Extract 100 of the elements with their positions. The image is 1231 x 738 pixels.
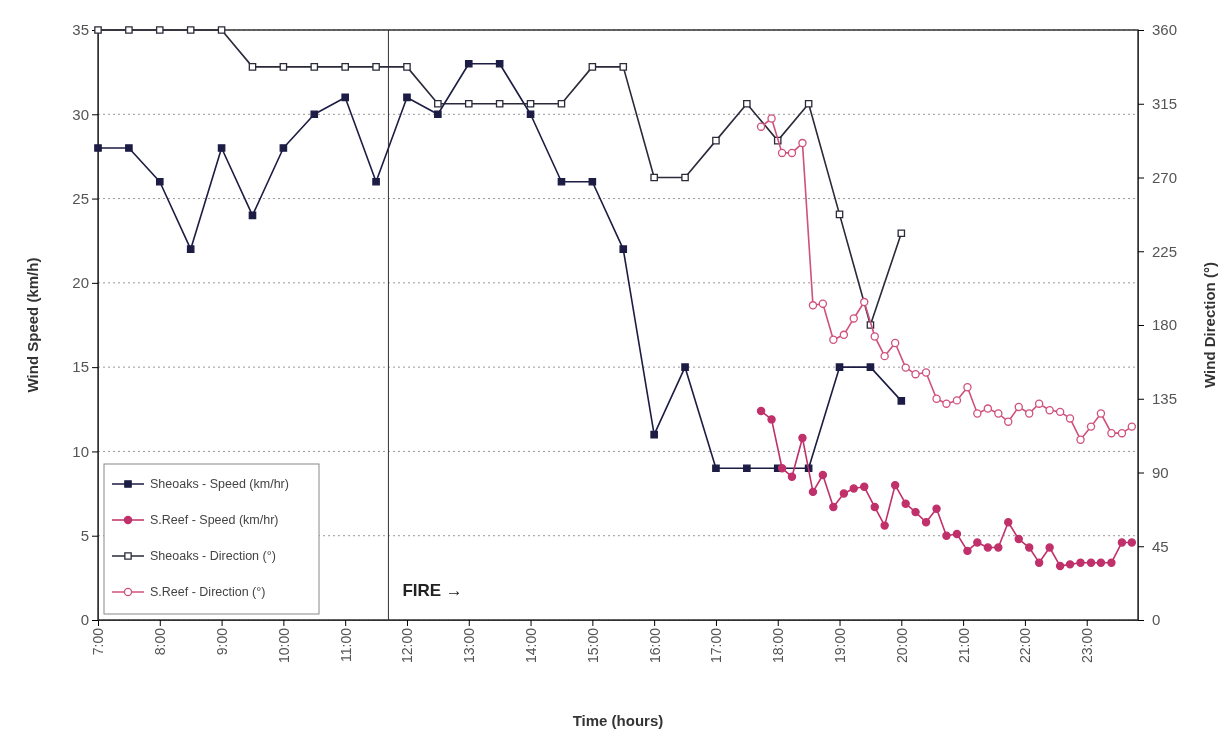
point bbox=[921, 518, 931, 527]
point bbox=[341, 63, 349, 71]
point bbox=[1096, 558, 1106, 567]
point bbox=[983, 404, 993, 413]
point bbox=[526, 110, 535, 119]
point bbox=[1004, 518, 1013, 527]
y2-tick-label: 315 bbox=[1152, 95, 1178, 113]
y2-tick-label: 90 bbox=[1152, 463, 1169, 481]
point bbox=[808, 487, 818, 497]
point bbox=[712, 464, 720, 473]
point bbox=[1065, 560, 1075, 569]
point bbox=[839, 330, 849, 340]
point bbox=[217, 144, 226, 152]
point bbox=[932, 394, 941, 403]
y-tick-label: 35 bbox=[72, 21, 89, 39]
point bbox=[829, 502, 838, 512]
point bbox=[650, 430, 658, 439]
point bbox=[767, 114, 776, 123]
x-tick-label: 21:00 bbox=[955, 627, 972, 664]
point bbox=[217, 26, 226, 34]
x-tick-label: 23:00 bbox=[1079, 627, 1096, 664]
x-tick-label: 16:00 bbox=[646, 627, 663, 664]
point bbox=[963, 383, 972, 392]
point bbox=[1045, 543, 1054, 552]
point bbox=[777, 464, 787, 473]
point bbox=[870, 332, 879, 341]
point bbox=[712, 136, 720, 145]
point bbox=[557, 99, 566, 108]
point bbox=[94, 26, 102, 34]
point bbox=[866, 363, 875, 371]
point bbox=[787, 472, 797, 481]
point bbox=[818, 299, 828, 308]
point bbox=[911, 507, 920, 517]
point bbox=[619, 63, 628, 71]
point bbox=[464, 99, 473, 108]
point bbox=[94, 144, 102, 152]
y2-tick-label: 180 bbox=[1152, 316, 1178, 334]
y-tick-label: 15 bbox=[72, 358, 89, 376]
point bbox=[125, 144, 133, 152]
legend-label: Sheoaks - Speed (km/hr) bbox=[150, 477, 289, 491]
y-tick-label: 0 bbox=[80, 611, 89, 629]
point bbox=[870, 502, 879, 512]
point bbox=[125, 26, 133, 34]
point bbox=[767, 415, 776, 424]
point bbox=[835, 363, 844, 371]
point bbox=[155, 26, 164, 34]
x-tick-label: 15:00 bbox=[584, 627, 601, 664]
y-tick-label: 30 bbox=[72, 105, 89, 123]
point bbox=[1055, 561, 1065, 571]
x-tick-label: 8:00 bbox=[152, 627, 169, 656]
y2-tick-label: 45 bbox=[1152, 537, 1169, 555]
x-tick-label: 10:00 bbox=[275, 627, 292, 664]
point bbox=[1025, 409, 1034, 418]
point bbox=[310, 110, 319, 119]
point bbox=[743, 464, 751, 473]
point bbox=[1045, 406, 1054, 415]
x-tick-label: 17:00 bbox=[708, 627, 725, 664]
x-tick-label: 13:00 bbox=[461, 627, 478, 664]
point bbox=[880, 521, 889, 530]
point bbox=[495, 59, 504, 68]
point bbox=[186, 26, 195, 34]
point bbox=[1014, 402, 1023, 412]
point bbox=[557, 177, 566, 186]
point bbox=[1117, 538, 1127, 547]
point bbox=[942, 531, 951, 540]
point bbox=[650, 173, 658, 182]
point bbox=[372, 177, 380, 186]
point bbox=[952, 529, 962, 539]
point bbox=[681, 363, 689, 371]
point bbox=[1117, 428, 1127, 438]
point bbox=[921, 368, 931, 377]
point bbox=[973, 409, 982, 418]
point bbox=[372, 63, 380, 71]
point bbox=[994, 543, 1003, 552]
point bbox=[787, 148, 797, 158]
point bbox=[341, 93, 349, 102]
y-tick-label: 20 bbox=[72, 274, 89, 292]
point bbox=[932, 504, 941, 513]
x-tick-label: 12:00 bbox=[399, 627, 416, 664]
point bbox=[1086, 422, 1096, 431]
legend-label: Sheoaks - Direction (°) bbox=[150, 549, 276, 563]
point bbox=[1034, 399, 1044, 408]
point bbox=[279, 63, 288, 71]
point bbox=[911, 369, 920, 379]
point bbox=[849, 484, 858, 493]
y2-tick-label: 225 bbox=[1152, 242, 1178, 260]
point bbox=[1055, 407, 1065, 417]
point bbox=[1076, 558, 1085, 567]
point bbox=[310, 63, 319, 71]
point bbox=[901, 363, 910, 372]
x-tick-label: 18:00 bbox=[770, 627, 787, 664]
point bbox=[588, 177, 597, 186]
point bbox=[880, 351, 889, 361]
y-axis-title: Wind Speed (km/h) bbox=[24, 257, 41, 393]
point bbox=[756, 406, 766, 416]
point bbox=[901, 499, 910, 508]
x-tick-label: 7:00 bbox=[90, 627, 107, 656]
point bbox=[829, 335, 838, 344]
point bbox=[890, 338, 900, 348]
point bbox=[756, 122, 766, 131]
